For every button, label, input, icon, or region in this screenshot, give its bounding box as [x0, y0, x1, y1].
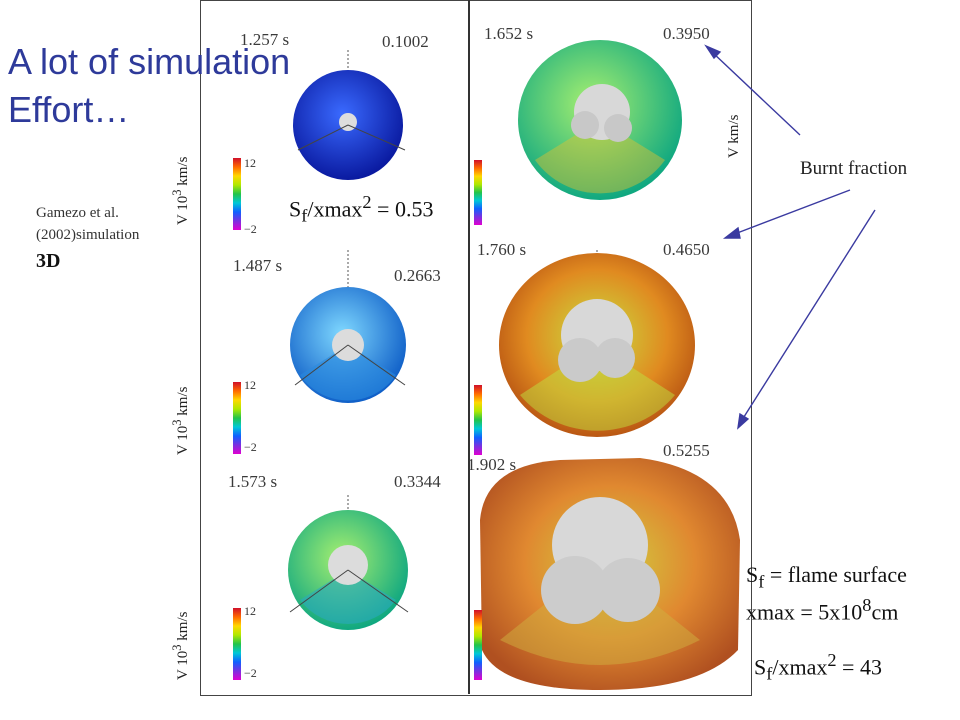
colorbar-max-label: 12	[244, 156, 256, 170]
ratio-small-annotation: Sf/xmax2 = 0.53	[289, 192, 434, 226]
citation-dimension: 3D	[36, 250, 61, 272]
panel-2-time: 1.652 s	[484, 24, 534, 43]
panel-1-time: 1.257 s	[240, 30, 290, 49]
panel-1-fraction: 0.1002	[382, 32, 429, 51]
burnt-fraction-arrows	[704, 44, 876, 430]
ratio-large-annotation: Sf/xmax2 = 43	[754, 650, 882, 684]
colorbar-panel-3	[233, 382, 241, 454]
colorbar-panel-2	[474, 160, 482, 225]
flame-surface-definition: Sf = flame surface	[746, 562, 907, 592]
colorbar-max-label: 12	[244, 378, 256, 392]
sphere-panel-3	[290, 250, 406, 403]
colorbar-panel-6	[474, 610, 482, 680]
sphere-panel-5	[288, 495, 409, 630]
colorbar-panel-1	[233, 158, 241, 230]
panel-6-fraction: 0.5255	[663, 441, 710, 460]
citation-authors: Gamezo et al.	[36, 205, 119, 221]
colorbar-min-label: −2	[244, 222, 257, 236]
sphere-panel-1	[293, 50, 406, 180]
velocity-axis-label-3: V 103 km/s	[170, 611, 191, 681]
panel-5-time: 1.573 s	[228, 472, 278, 491]
colorbar-min-label: −2	[244, 440, 257, 454]
colorbar-min-label: −2	[244, 666, 257, 680]
panel-5-fraction: 0.3344	[394, 472, 441, 491]
panel-3-fraction: 0.2663	[394, 266, 441, 285]
colorbar-panel-5	[233, 608, 241, 680]
xmax-definition: xmax = 5x108cm	[746, 595, 899, 625]
velocity-axis-label-1: V 103 km/s	[170, 156, 191, 226]
colorbar-max-label: 12	[244, 604, 256, 618]
column-divider	[468, 0, 470, 694]
panel-4-fraction: 0.4650	[663, 240, 710, 259]
colorbar-panel-4	[474, 385, 482, 455]
title-line-1: A lot of simulation	[8, 41, 291, 82]
panel-2-fraction: 0.3950	[663, 24, 710, 43]
velocity-axis-label-right: V km/s	[726, 114, 742, 158]
sphere-panel-2	[518, 40, 682, 200]
panel-4-time: 1.760 s	[477, 240, 527, 259]
slide-title: A lot of simulation Effort…	[8, 38, 290, 134]
burnt-fraction-label: Burnt fraction	[800, 158, 908, 179]
title-line-2: Effort…	[8, 89, 130, 130]
velocity-axis-label-2: V 103 km/s	[170, 386, 191, 456]
sphere-panel-6	[480, 458, 740, 690]
panel-6-time: 1.902 s	[467, 455, 517, 474]
citation: Gamezo et al. (2002)simulation 3D	[36, 202, 139, 272]
sphere-panel-4	[499, 250, 695, 437]
citation-year: (2002)simulation	[36, 227, 140, 243]
panel-3-time: 1.487 s	[233, 256, 283, 275]
